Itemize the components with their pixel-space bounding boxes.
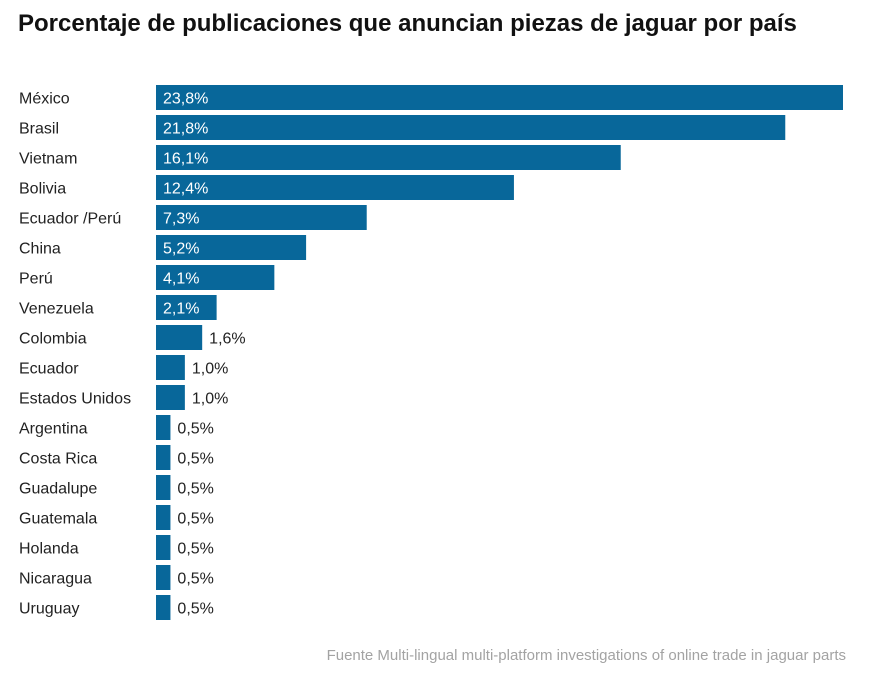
bar (156, 505, 171, 530)
value-label: 0,5% (177, 541, 213, 558)
bar (156, 445, 171, 470)
value-label: 0,5% (177, 481, 213, 498)
value-label: 4,1% (163, 271, 199, 288)
category-label: Costa Rica (19, 451, 97, 468)
category-label: Ecuador (19, 361, 79, 378)
category-label: Perú (19, 271, 53, 288)
category-label: Brasil (19, 121, 59, 138)
value-label: 0,5% (177, 451, 213, 468)
chart-title: Porcentaje de publicaciones que anuncian… (18, 10, 797, 37)
category-label: Holanda (19, 541, 79, 558)
bar (156, 565, 171, 590)
bar (156, 325, 203, 350)
bar (156, 265, 275, 290)
bar (156, 85, 843, 110)
category-label: México (19, 91, 70, 108)
bar (156, 475, 171, 500)
bar (156, 175, 514, 200)
value-label: 1,6% (209, 331, 245, 348)
value-label: 5,2% (163, 241, 199, 258)
category-label: China (19, 241, 61, 258)
category-label: Uruguay (19, 601, 79, 618)
category-labels: México Brasil Vietnam Bolivia Ecuador /Perú C… (19, 91, 131, 618)
bar (156, 535, 171, 560)
source-note: Fuente Multi-lingual multi-platform inve… (326, 647, 846, 664)
bar (156, 145, 621, 170)
value-label: 2,1% (163, 301, 199, 318)
value-label: 1,0% (192, 361, 228, 378)
category-label: Colombia (19, 331, 87, 348)
bar (156, 385, 185, 410)
value-label: 0,5% (177, 601, 213, 618)
category-label: Estados Unidos (19, 391, 131, 408)
value-label: 16,1% (163, 151, 208, 168)
value-label: 12,4% (163, 181, 208, 198)
category-label: Argentina (19, 421, 88, 438)
value-label: 23,8% (163, 91, 208, 108)
bars (156, 85, 843, 620)
bar (156, 595, 171, 620)
category-label: Nicaragua (19, 571, 92, 588)
value-label: 21,8% (163, 121, 208, 138)
bar (156, 235, 307, 260)
category-label: Guatemala (19, 511, 97, 528)
value-label: 0,5% (177, 421, 213, 438)
value-label: 7,3% (163, 211, 199, 228)
bar (156, 415, 171, 440)
value-labels: 23,8% 21,8% 16,1% 12,4% 7,3% 5,2% 4,1% 2,1% 1,6%… (163, 91, 246, 618)
bar (156, 115, 786, 140)
bar (156, 295, 217, 320)
value-label: 0,5% (177, 571, 213, 588)
bar (156, 205, 367, 230)
value-label: 1,0% (192, 391, 228, 408)
bar (156, 355, 185, 380)
category-label: Venezuela (19, 301, 94, 318)
category-label: Ecuador /Perú (19, 211, 121, 228)
category-label: Guadalupe (19, 481, 97, 498)
category-label: Bolivia (19, 181, 66, 198)
category-label: Vietnam (19, 151, 77, 168)
value-label: 0,5% (177, 511, 213, 528)
